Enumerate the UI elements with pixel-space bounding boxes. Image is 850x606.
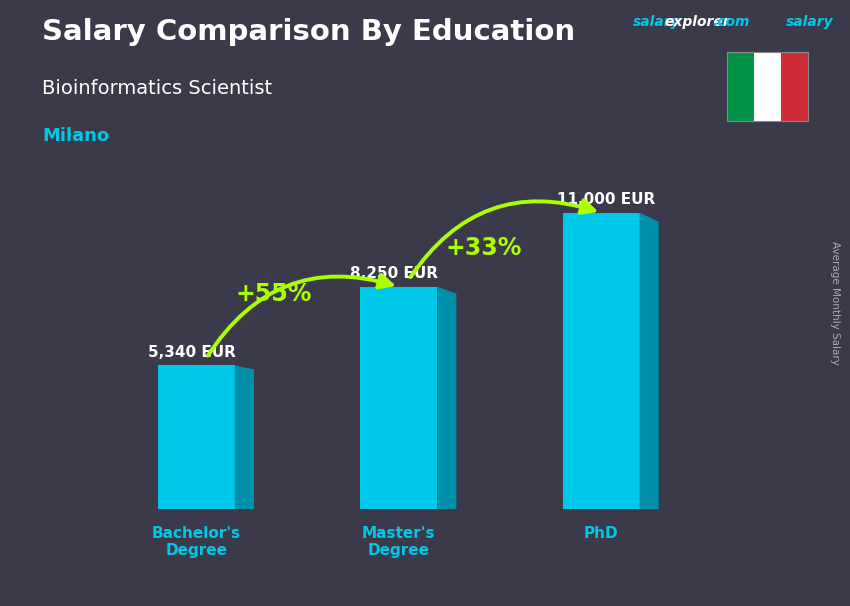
Text: Bioinformatics Scientist: Bioinformatics Scientist	[42, 79, 273, 98]
Bar	[360, 287, 437, 509]
Text: .com: .com	[712, 15, 750, 29]
Text: 8,250 EUR: 8,250 EUR	[350, 267, 438, 281]
Text: Salary Comparison By Education: Salary Comparison By Education	[42, 18, 575, 46]
Bar	[780, 52, 808, 121]
Polygon shape	[235, 365, 254, 509]
Bar	[158, 365, 235, 509]
Text: salary: salary	[633, 15, 681, 29]
Bar	[563, 213, 639, 509]
Bar	[754, 52, 780, 121]
Text: Average Monthly Salary: Average Monthly Salary	[830, 241, 840, 365]
Text: 5,340 EUR: 5,340 EUR	[148, 345, 235, 360]
Text: +33%: +33%	[445, 236, 522, 261]
Text: 11,000 EUR: 11,000 EUR	[557, 192, 654, 207]
Text: explorer: explorer	[665, 15, 730, 29]
Text: +55%: +55%	[235, 282, 311, 305]
Text: salary: salary	[785, 15, 833, 29]
Polygon shape	[437, 287, 456, 509]
Text: Milano: Milano	[42, 127, 110, 145]
Bar	[727, 52, 754, 121]
Polygon shape	[639, 213, 659, 509]
